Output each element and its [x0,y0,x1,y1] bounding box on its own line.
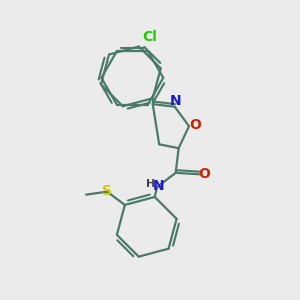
Text: O: O [189,118,201,132]
Text: O: O [198,167,210,181]
Text: Cl: Cl [142,30,157,44]
Text: N: N [169,94,181,108]
Text: S: S [102,184,112,198]
Text: H: H [146,179,155,189]
Text: N: N [153,179,164,194]
